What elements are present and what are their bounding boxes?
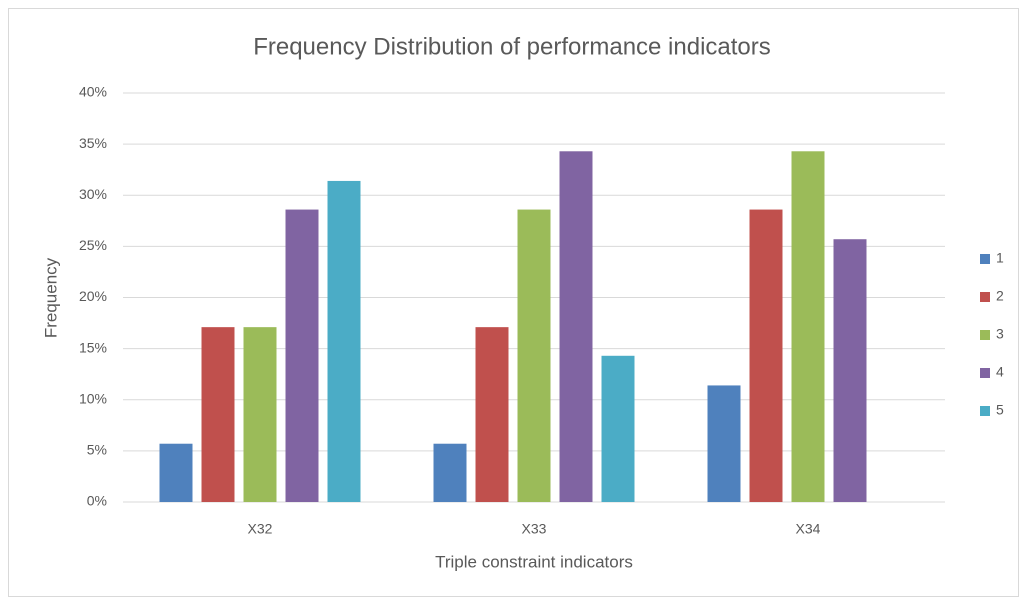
bar <box>327 180 361 502</box>
y-tick-label: 20% <box>79 288 107 304</box>
bar <box>243 327 277 502</box>
x-tick-label: X34 <box>796 521 821 537</box>
y-tick-label: 25% <box>79 237 107 253</box>
y-tick-label: 10% <box>79 390 107 406</box>
bar <box>285 209 319 502</box>
bar <box>707 385 741 502</box>
bar <box>517 209 551 502</box>
bar <box>791 151 825 502</box>
legend-label: 1 <box>996 250 1004 266</box>
bar <box>749 209 783 502</box>
y-tick-label: 5% <box>87 442 107 458</box>
legend-swatch <box>980 406 990 416</box>
legend-label: 2 <box>996 288 1004 304</box>
bar <box>159 443 193 502</box>
x-tick-label: X32 <box>248 521 273 537</box>
chart-title: Frequency Distribution of performance in… <box>253 33 771 60</box>
y-tick-label: 35% <box>79 135 107 151</box>
y-tick-label: 15% <box>79 339 107 355</box>
bar <box>601 355 635 502</box>
bar <box>201 327 235 502</box>
legend-swatch <box>980 368 990 378</box>
legend-label: 4 <box>996 364 1004 380</box>
legend-swatch <box>980 292 990 302</box>
legend-swatch <box>980 330 990 340</box>
bar <box>833 239 867 502</box>
legend-label: 3 <box>996 326 1004 342</box>
y-tick-label: 30% <box>79 186 107 202</box>
bar <box>559 151 593 502</box>
legend-label: 5 <box>996 402 1004 418</box>
legend-swatch <box>980 254 990 264</box>
y-tick-label: 0% <box>87 493 107 509</box>
y-tick-label: 40% <box>79 84 107 100</box>
bar <box>475 327 509 502</box>
y-axis-label: Frequency <box>41 257 60 338</box>
chart-frame <box>8 8 1019 597</box>
x-tick-label: X33 <box>522 521 547 537</box>
bar <box>433 443 467 502</box>
x-axis-label: Triple constraint indicators <box>435 552 633 571</box>
